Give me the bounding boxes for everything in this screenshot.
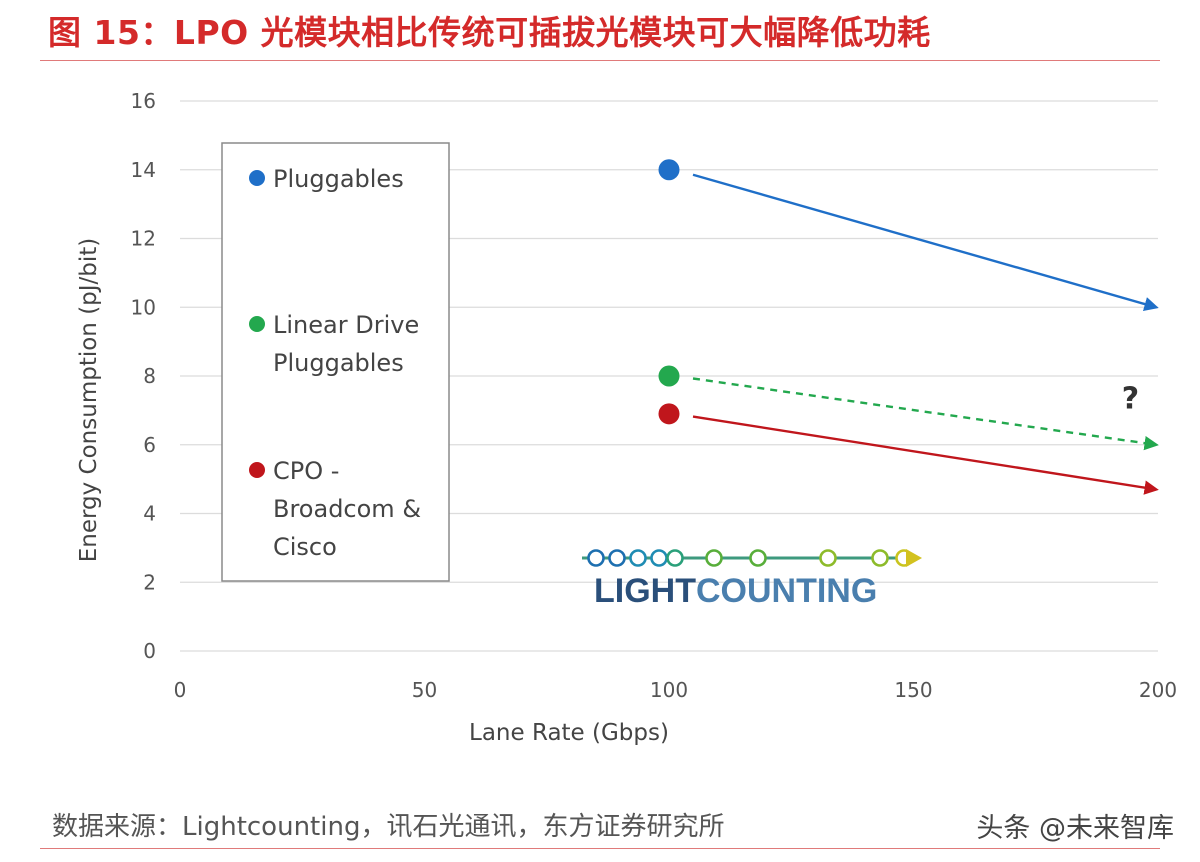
series-data-point <box>658 159 680 181</box>
legend-marker <box>249 316 265 332</box>
x-tick-label: 150 <box>894 678 932 702</box>
legend-label: Pluggables <box>273 349 404 377</box>
watermark: 头条 @未来智库 <box>976 813 1174 844</box>
lightcounting-logo: LIGHTCOUNTING <box>582 549 922 610</box>
logo-chain-bead <box>705 549 723 567</box>
energy-consumption-chart: 0 2 4 6 8 10 12 14 16 0 50 100 150 200 Pluggables Line… <box>76 89 1178 746</box>
x-tick-label: 0 <box>174 678 187 702</box>
y-tick-label: 4 <box>143 502 156 526</box>
legend: Pluggables Linear Drive Pluggables CPO - Bro… <box>221 142 450 582</box>
title-divider <box>40 60 1160 61</box>
y-tick-label: 16 <box>131 89 156 113</box>
legend-label: Cisco <box>273 533 337 561</box>
series-data-point <box>658 403 680 425</box>
logo-word-counting: COUNTING <box>696 572 877 610</box>
y-tick-label: 8 <box>143 364 156 388</box>
x-tick-label: 50 <box>412 678 437 702</box>
series-projection-line <box>692 377 1159 451</box>
y-tick-label: 12 <box>131 227 156 251</box>
x-tick-label: 100 <box>650 678 688 702</box>
legend-marker <box>249 170 265 186</box>
legend-label: Pluggables <box>273 165 404 193</box>
logo-chain-bead <box>749 549 767 567</box>
logo-chain-bead <box>871 549 889 567</box>
logo-chain-bead <box>587 549 605 567</box>
figure-title: 图 15：LPO 光模块相比传统可插拔光模块可大幅降低功耗 <box>48 13 931 52</box>
legend-box <box>221 142 450 582</box>
logo-chain-bead <box>629 549 647 567</box>
axis-ticks: 0 2 4 6 8 10 12 14 16 0 50 100 150 200 <box>131 89 1178 702</box>
y-tick-label: 6 <box>143 433 156 457</box>
legend-label: CPO - <box>273 457 339 485</box>
legend-marker <box>249 462 265 478</box>
logo-chain-arrow <box>906 549 922 567</box>
logo-chain-bead <box>819 549 837 567</box>
logo-chain-bead <box>608 549 626 567</box>
series-projection-line <box>692 415 1159 495</box>
y-tick-label: 2 <box>143 570 156 594</box>
y-axis-label: Energy Consumption (pJ/bit) <box>76 238 102 563</box>
logo-wordmark: LIGHTCOUNTING <box>594 572 877 610</box>
series-projection-line <box>692 173 1159 312</box>
annotations: ? <box>1122 381 1139 416</box>
x-tick-label: 200 <box>1139 678 1177 702</box>
legend-label: Broadcom & <box>273 495 421 523</box>
series-data-point <box>658 365 680 387</box>
y-tick-label: 0 <box>143 639 156 663</box>
y-tick-label: 10 <box>131 295 156 319</box>
annotation-question-mark: ? <box>1122 381 1139 416</box>
logo-chain-bead <box>650 549 668 567</box>
logo-word-light: LIGHT <box>594 572 696 610</box>
data-series <box>658 159 1159 495</box>
footer-divider <box>40 848 1160 849</box>
y-tick-label: 14 <box>131 158 156 182</box>
x-axis-label: Lane Rate (Gbps) <box>469 720 669 746</box>
data-source: 数据来源：Lightcounting，讯石光通讯，东方证券研究所 <box>52 812 725 842</box>
logo-chain-bead <box>666 549 684 567</box>
legend-label: Linear Drive <box>273 311 419 339</box>
